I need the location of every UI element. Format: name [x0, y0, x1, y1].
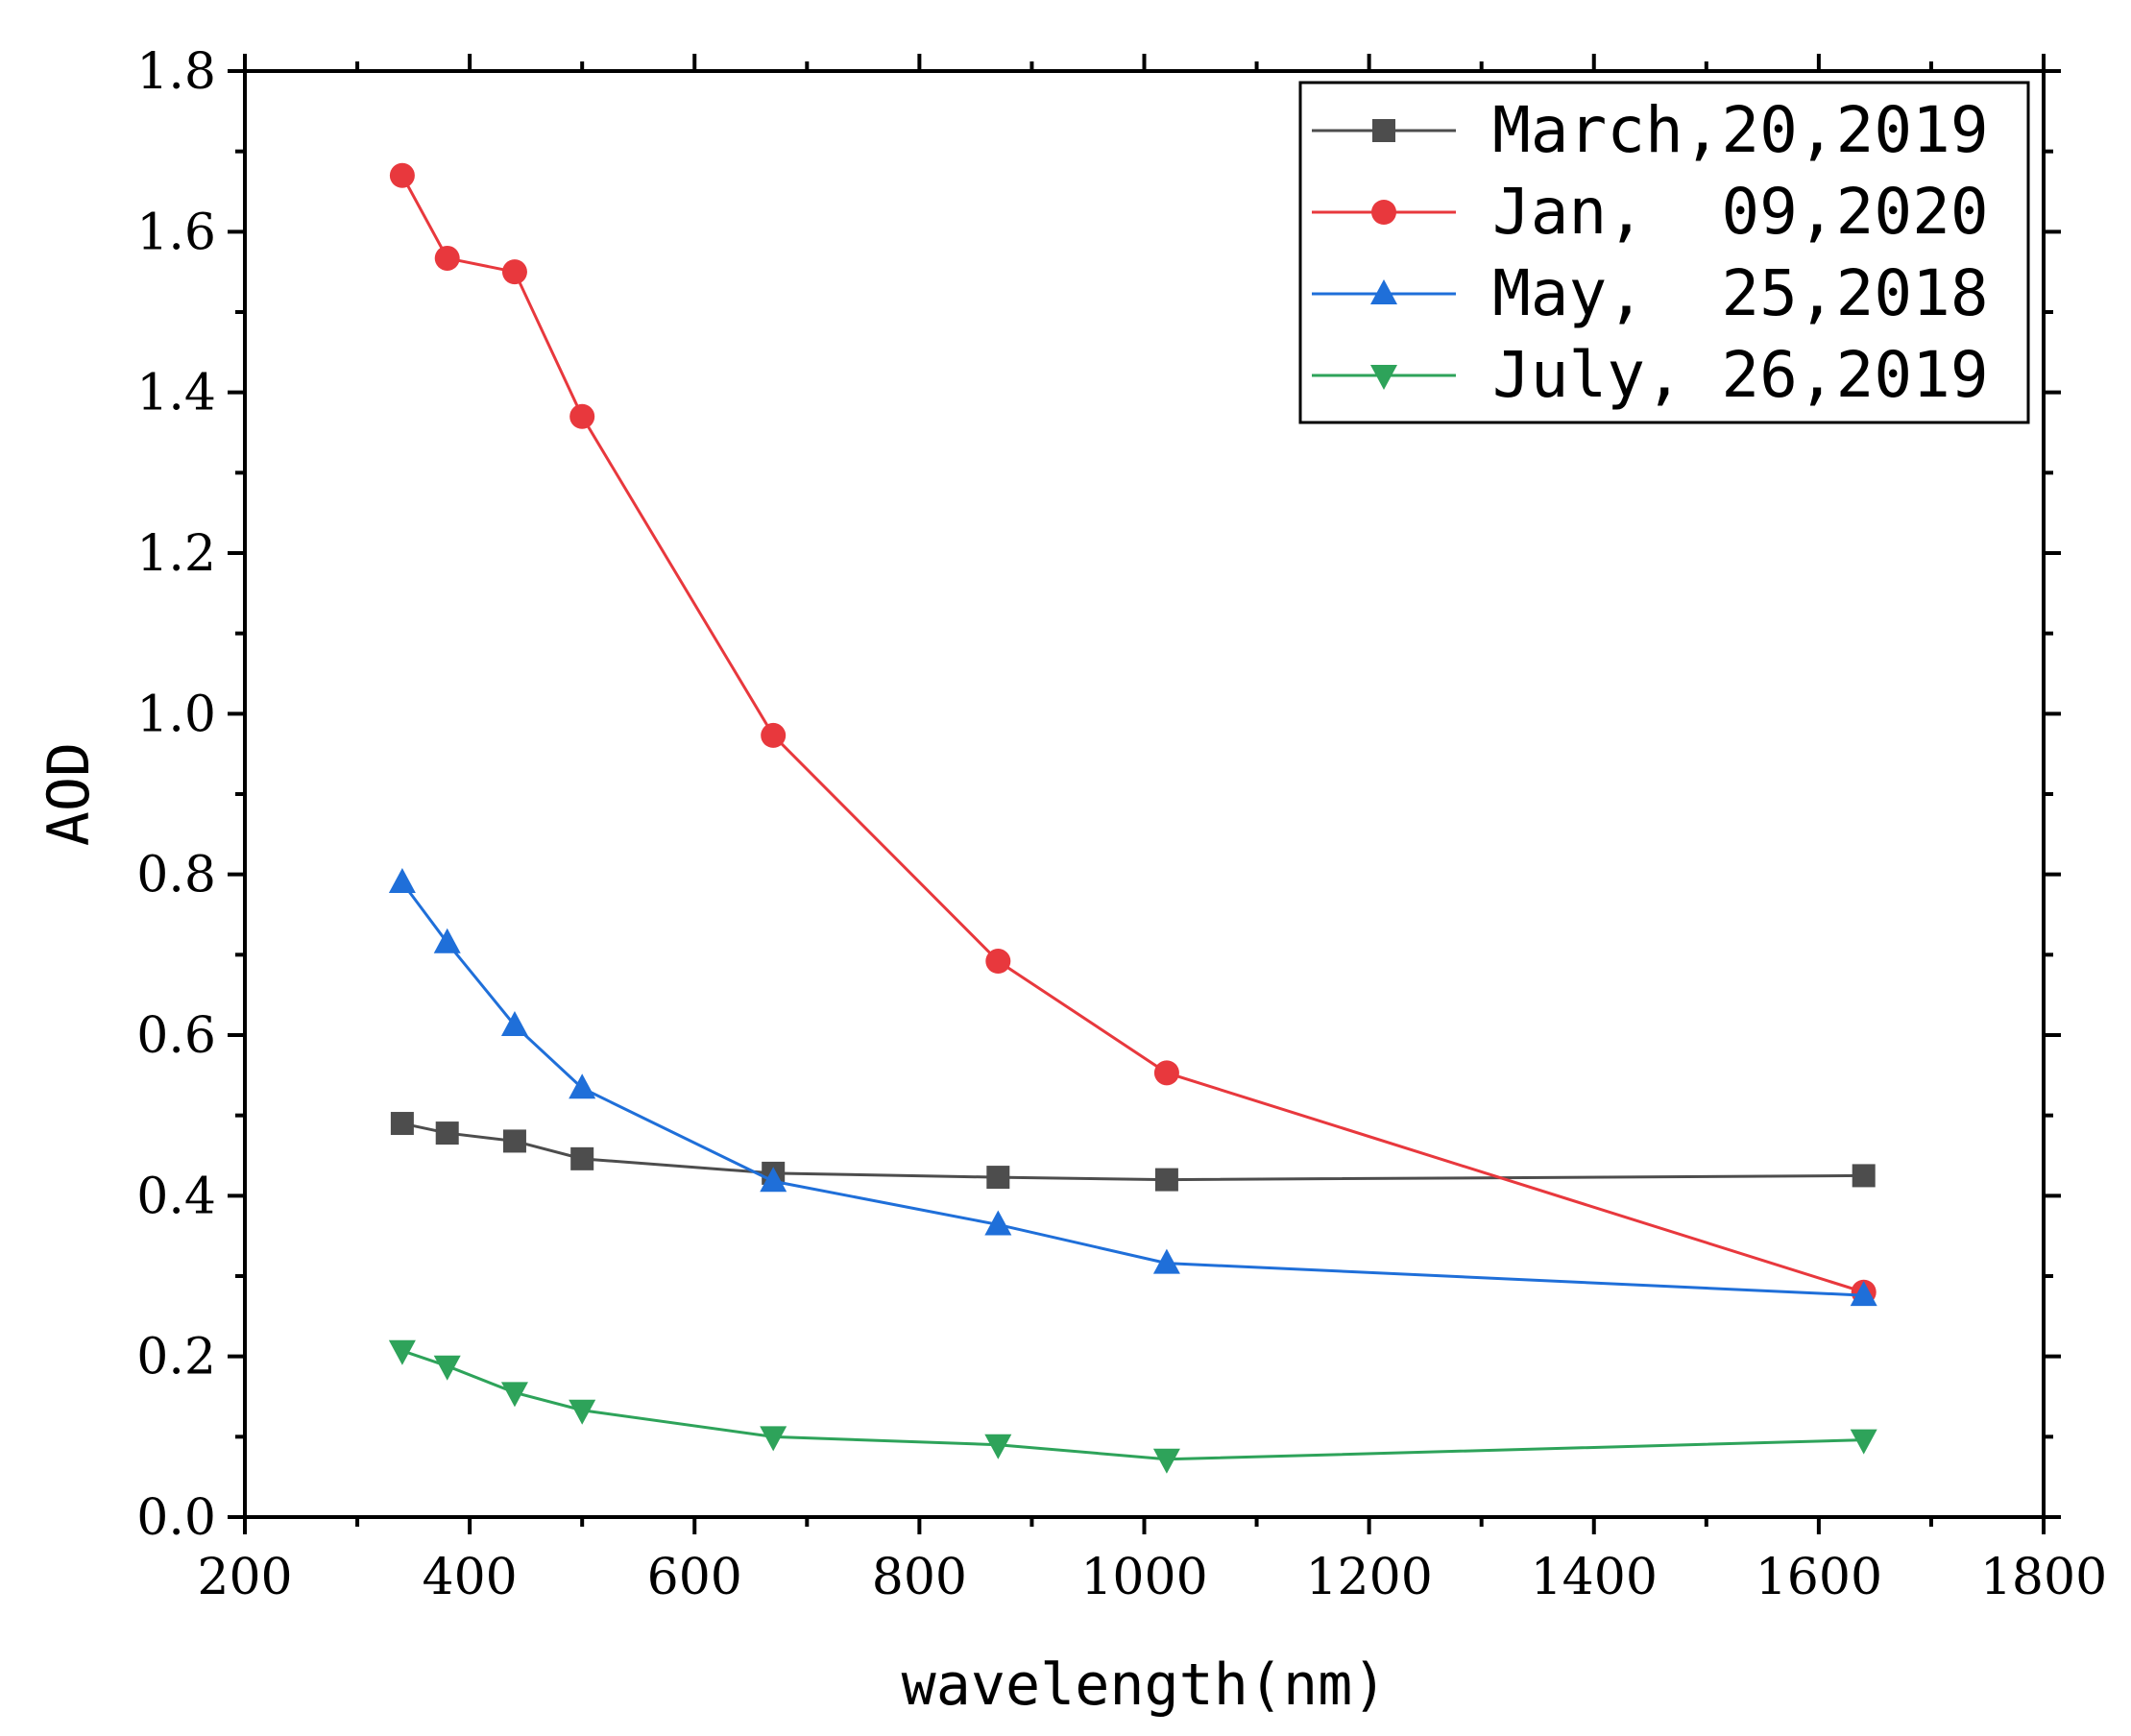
data-point [435, 1121, 459, 1145]
legend-entry-4: July, 26,2019 [1312, 338, 1989, 412]
legend-entry-2: Jan, 09,2020 [1312, 175, 1989, 249]
y-tick-label: 1.8 [136, 43, 216, 101]
data-point [388, 868, 416, 894]
x-tick-label: 600 [647, 1549, 742, 1606]
series-layer [388, 162, 1877, 1474]
series-line [401, 1349, 1864, 1461]
legend-label: March,20,2019 [1492, 93, 1989, 167]
series-line [400, 881, 1864, 1297]
data-point [761, 722, 787, 748]
y-tick-label: 0.8 [136, 847, 216, 904]
data-point [433, 1355, 461, 1381]
data-point [1152, 1248, 1180, 1274]
data-point [1850, 1429, 1877, 1455]
series-3 [388, 868, 1877, 1307]
data-point [1154, 1168, 1178, 1192]
x-tick-label: 1200 [1305, 1549, 1432, 1606]
data-point [569, 1073, 596, 1099]
y-tick-label: 0.0 [136, 1489, 216, 1547]
data-point [984, 1210, 1012, 1236]
data-point [569, 403, 595, 429]
data-point [986, 1166, 1010, 1190]
data-point [984, 1434, 1012, 1459]
x-tick-label: 1600 [1756, 1549, 1882, 1606]
y-tick-label: 1.6 [136, 204, 216, 261]
data-point [760, 1167, 787, 1193]
y-tick-label: 1.2 [136, 525, 216, 583]
y-tick-label: 0.6 [136, 1007, 216, 1065]
data-point [1852, 1164, 1876, 1188]
data-point [570, 1146, 594, 1170]
data-point [500, 1010, 528, 1036]
ticks-layer [228, 54, 2061, 1534]
tick-labels-layer: 200 400 600 800 1000 1200 1400 1600 1800 0.0 0.2 0.… [136, 43, 2107, 1606]
legend-label: Jan, 09,2020 [1492, 175, 1989, 249]
data-point [433, 928, 461, 953]
legend-entry-3: May, 25,2018 [1312, 256, 1989, 330]
data-point [389, 162, 415, 188]
data-point [1153, 1060, 1179, 1086]
data-point [388, 1339, 416, 1365]
data-point [502, 1129, 526, 1153]
x-tick-label: 200 [197, 1549, 292, 1606]
x-tick-label: 1400 [1531, 1549, 1658, 1606]
legend-label: July, 26,2019 [1492, 338, 1989, 412]
data-point [1152, 1448, 1180, 1474]
x-tick-label: 800 [872, 1549, 967, 1606]
legend-entry-1: March,20,2019 [1312, 93, 1989, 167]
legend-marker [1371, 200, 1396, 225]
y-tick-label: 1.0 [136, 686, 216, 743]
data-point [1850, 1281, 1877, 1307]
legend-marker [1372, 119, 1395, 142]
data-point [500, 1382, 528, 1408]
x-axis-title: wavelength(nm) [902, 1652, 1388, 1719]
series-4 [388, 1339, 1877, 1474]
data-point [985, 949, 1011, 975]
x-tick-label: 1800 [1980, 1549, 2107, 1606]
legend-marker [1370, 279, 1397, 304]
legend-marker [1370, 365, 1397, 390]
legend-box [1298, 81, 2030, 424]
data-point [390, 1112, 414, 1136]
y-axis-title: AOD [36, 742, 103, 846]
series-1 [390, 1112, 1876, 1192]
x-tick-label: 1000 [1080, 1549, 1207, 1606]
data-point [760, 1426, 787, 1452]
data-point [569, 1399, 596, 1425]
x-tick-label: 400 [422, 1549, 517, 1606]
data-point [434, 245, 460, 271]
data-point [501, 259, 527, 285]
y-tick-label: 1.4 [136, 365, 216, 422]
y-tick-label: 0.2 [136, 1329, 216, 1386]
legend-label: May, 25,2018 [1492, 256, 1989, 330]
y-tick-label: 0.4 [136, 1168, 216, 1225]
